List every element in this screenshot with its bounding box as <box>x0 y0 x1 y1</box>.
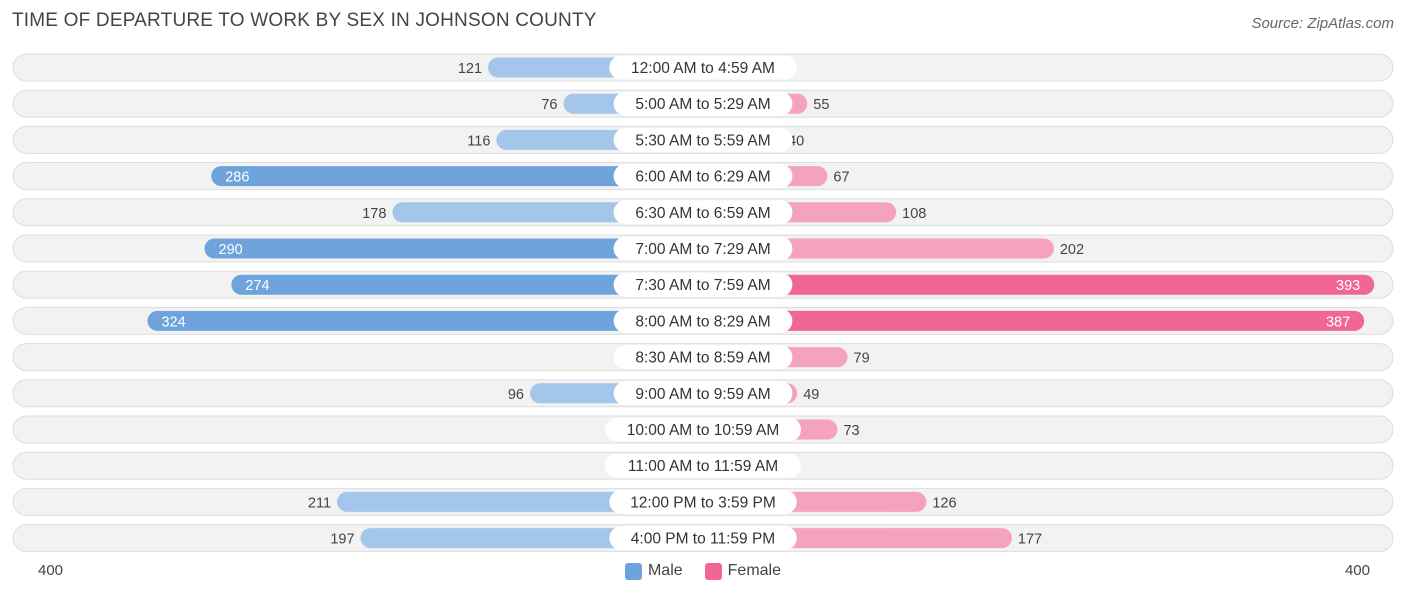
male-bar <box>211 166 704 187</box>
category-label-background <box>609 55 797 80</box>
category-label: 6:00 AM to 6:29 AM <box>635 169 770 186</box>
male-value-label: 324 <box>161 314 185 330</box>
female-value-label: 126 <box>932 495 956 511</box>
female-value-label: 387 <box>1326 314 1350 330</box>
male-value-label: 116 <box>467 133 490 149</box>
category-label-background <box>609 526 797 551</box>
category-label: 12:00 PM to 3:59 PM <box>630 494 776 511</box>
category-label-background <box>613 308 793 333</box>
male-value-label: 274 <box>245 278 269 294</box>
female-value-label: 108 <box>902 206 926 222</box>
category-label: 12:00 AM to 4:59 AM <box>631 60 775 77</box>
female-value-label: 55 <box>813 97 829 113</box>
legend-swatch-female <box>704 562 722 580</box>
category-label-background <box>605 453 801 478</box>
category-label: 10:00 AM to 10:59 AM <box>627 422 780 439</box>
male-value-label: 121 <box>458 61 482 77</box>
category-label: 6:30 AM to 6:59 AM <box>635 205 770 222</box>
category-label: 8:00 AM to 8:29 AM <box>635 313 770 330</box>
category-label: 9:00 AM to 9:59 AM <box>635 386 770 403</box>
category-label: 5:30 AM to 5:59 AM <box>635 132 770 149</box>
female-value-label: 202 <box>1060 242 1084 258</box>
category-label-background <box>613 236 793 261</box>
category-label-background <box>613 91 793 116</box>
category-label: 7:30 AM to 7:59 AM <box>635 277 770 294</box>
category-label-background <box>605 417 801 442</box>
source-note: Source: ZipAtlas.com <box>1251 15 1394 32</box>
male-value-label: 76 <box>541 97 557 113</box>
category-label-background <box>613 345 793 370</box>
category-label-background <box>613 164 793 189</box>
legend-label-male: Male <box>647 562 683 579</box>
category-label: 5:00 AM to 5:29 AM <box>635 96 770 113</box>
chart-title: TIME OF DEPARTURE TO WORK BY SEX IN JOHN… <box>12 10 597 31</box>
category-label: 11:00 AM to 11:59 AM <box>628 458 778 475</box>
category-label-background <box>613 200 793 225</box>
legend-item-male[interactable]: Male <box>624 562 683 580</box>
legend: Male Female <box>0 560 1406 582</box>
male-bar <box>204 238 703 259</box>
category-label-background <box>613 127 793 152</box>
female-bar <box>703 274 1375 295</box>
legend-swatch-male <box>624 562 642 580</box>
category-label-background <box>609 489 797 514</box>
female-value-label: 49 <box>803 387 819 403</box>
female-value-label: 177 <box>1018 532 1042 548</box>
female-value-label: 79 <box>854 351 870 367</box>
category-label: 8:30 AM to 8:59 AM <box>635 350 770 367</box>
male-value-label: 96 <box>508 387 524 403</box>
male-value-label: 197 <box>330 532 354 548</box>
male-value-label: 286 <box>225 170 249 186</box>
axis-right-label: 400 <box>1344 562 1370 579</box>
male-bar <box>231 274 704 295</box>
male-value-label: 178 <box>362 206 386 222</box>
category-label-background <box>613 272 793 297</box>
female-value-label: 73 <box>843 423 859 439</box>
category-label-background <box>613 381 793 406</box>
male-bar <box>147 310 704 331</box>
category-label: 7:00 AM to 7:29 AM <box>635 241 770 258</box>
legend-label-female: Female <box>727 562 782 579</box>
category-label: 4:00 PM to 11:59 PM <box>631 531 775 548</box>
male-value-label: 290 <box>219 242 243 258</box>
female-value-label: 393 <box>1336 278 1360 294</box>
axis-left-label: 400 <box>38 562 64 579</box>
female-bar <box>703 310 1365 331</box>
legend-item-female[interactable]: Female <box>704 562 782 580</box>
female-value-label: 67 <box>833 170 849 186</box>
male-value-label: 211 <box>308 495 331 511</box>
